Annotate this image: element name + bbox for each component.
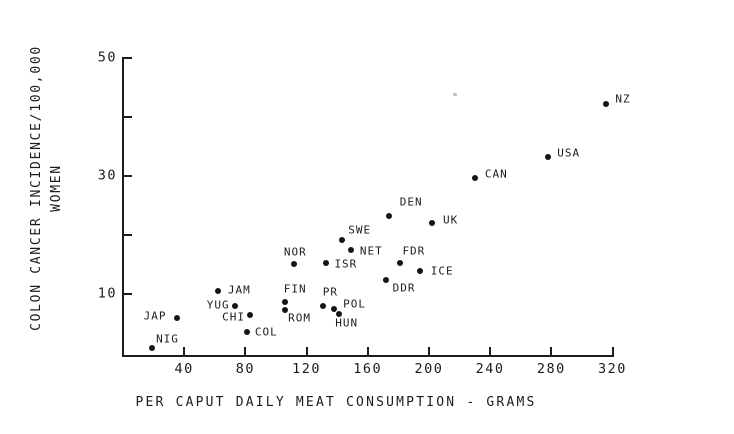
data-point	[243, 329, 250, 336]
data-point-label: NZ	[615, 92, 631, 106]
data-point	[335, 311, 342, 318]
x-tick	[489, 347, 492, 355]
data-point-label: NET	[359, 244, 383, 258]
y-axis-title-line1: COLON CANCER INCIDENCE/100,000	[29, 45, 44, 331]
x-tick	[244, 347, 247, 355]
data-point-label: JAM	[227, 283, 251, 297]
data-point	[386, 213, 393, 220]
data-point-label: PR	[322, 285, 339, 299]
data-point-label: JAP	[143, 309, 167, 323]
data-point-label: POL	[343, 297, 366, 311]
data-point-label: FDR	[402, 244, 426, 258]
data-point	[331, 306, 338, 313]
data-point	[396, 259, 403, 266]
x-tick-label: 80	[235, 361, 256, 377]
data-point-label: NIG	[156, 332, 179, 346]
data-point-label: COL	[254, 325, 278, 339]
y-tick	[123, 292, 132, 295]
data-point-label: DDR	[392, 281, 416, 295]
data-point-label: YUG	[206, 298, 230, 312]
y-tick	[123, 116, 132, 119]
x-tick	[305, 347, 308, 355]
data-point-label: NOR	[283, 245, 307, 259]
y-tick	[123, 57, 132, 60]
y-tick-label: 30	[97, 167, 117, 184]
data-point	[282, 307, 289, 314]
y-axis-title-line2: WOMEN	[49, 164, 64, 212]
y-axis-line	[122, 57, 124, 357]
x-axis-title: PER CAPUT DAILY MEAT CONSUMPTION - GRAMS	[135, 395, 537, 410]
x-tick-label: 320	[598, 361, 627, 377]
data-point-label: CHI	[222, 310, 245, 324]
data-point	[320, 303, 327, 310]
x-tick-label: 280	[536, 361, 566, 377]
data-point-label: SWE	[348, 223, 372, 237]
y-tick-label: 10	[97, 285, 117, 302]
x-tick-label: 160	[353, 361, 383, 377]
y-tick-label: 50	[97, 49, 117, 66]
data-point-label: USA	[557, 146, 581, 160]
x-axis-line	[122, 355, 614, 357]
x-tick	[427, 347, 430, 355]
x-tick-label: 240	[475, 361, 505, 377]
data-point	[428, 220, 435, 227]
x-tick	[611, 347, 614, 355]
data-point	[383, 276, 390, 283]
x-tick	[366, 347, 369, 355]
data-point	[282, 298, 289, 305]
data-point	[149, 344, 156, 351]
data-point	[347, 246, 354, 253]
data-point-label: FIN	[283, 282, 307, 295]
data-point	[246, 312, 253, 319]
data-point	[338, 237, 345, 244]
data-point	[231, 303, 238, 310]
x-tick	[183, 347, 186, 355]
scan-artifact	[453, 93, 457, 96]
data-point	[603, 100, 610, 107]
y-axis-title: COLON CANCER INCIDENCE/100,000 WOMEN	[27, 38, 67, 338]
x-tick-label: 40	[174, 361, 194, 377]
data-point	[416, 268, 423, 275]
data-point-label: ISR	[334, 257, 358, 271]
data-point	[323, 259, 330, 266]
x-tick	[550, 347, 553, 355]
y-tick	[123, 175, 132, 178]
data-point	[173, 314, 180, 321]
x-tick-label: 120	[292, 361, 322, 377]
y-tick	[123, 234, 132, 236]
data-point	[214, 288, 221, 295]
data-point	[545, 153, 552, 160]
x-tick-label: 200	[414, 361, 444, 377]
data-point-label: ROM	[288, 311, 312, 325]
data-point-label: DEN	[399, 195, 423, 209]
data-point	[291, 261, 298, 268]
data-point-label: UK	[442, 213, 459, 227]
data-point-label: HUN	[335, 316, 359, 330]
data-point-label: ICE	[430, 264, 454, 278]
data-point	[471, 174, 478, 181]
data-point-label: CAN	[484, 167, 508, 181]
